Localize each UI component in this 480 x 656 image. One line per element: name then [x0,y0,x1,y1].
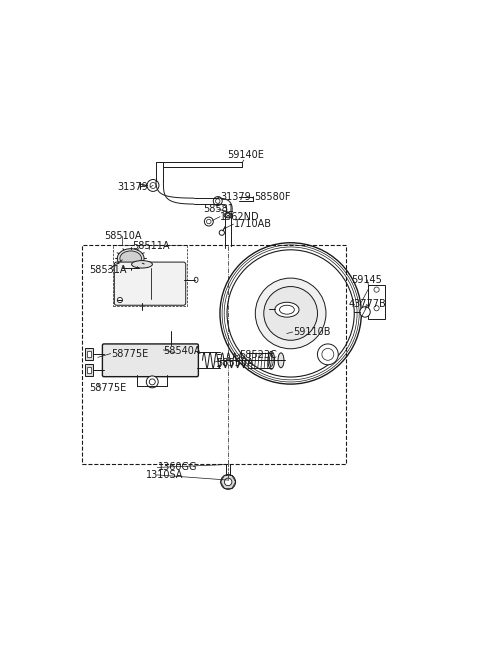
Text: 1362ND: 1362ND [220,212,260,222]
Text: 43777B: 43777B [348,300,386,310]
Text: 59140E: 59140E [228,150,264,160]
Circle shape [360,307,370,317]
Bar [368,285,385,319]
Text: 31379: 31379 [118,182,148,192]
Text: 58531A: 58531A [89,264,127,274]
Text: 1360GG: 1360GG [158,462,198,472]
Text: 58580F: 58580F [254,192,291,201]
Circle shape [264,287,317,340]
Circle shape [317,344,338,365]
Ellipse shape [117,249,144,268]
Text: 1310SA: 1310SA [145,470,183,480]
Text: 58550A: 58550A [216,358,254,367]
Text: 1710AB: 1710AB [234,219,272,229]
Ellipse shape [278,353,284,368]
Bar [84,348,94,359]
Circle shape [146,376,158,388]
Ellipse shape [269,354,273,366]
Ellipse shape [224,213,232,218]
Text: 58775E: 58775E [89,383,126,393]
Text: 59110B: 59110B [293,327,330,337]
Bar [83,245,347,464]
Circle shape [225,478,232,485]
Circle shape [255,278,326,349]
Bar [87,367,91,373]
Ellipse shape [275,302,299,317]
Text: 58510A: 58510A [105,231,142,241]
Ellipse shape [120,251,142,266]
Text: 58775E: 58775E [111,348,149,359]
Text: 31379: 31379 [220,192,251,201]
Bar [87,351,91,357]
Circle shape [221,474,236,489]
FancyBboxPatch shape [114,262,186,305]
Bar [113,245,187,306]
Bar [84,364,94,376]
Ellipse shape [268,352,275,369]
Text: 59145: 59145 [351,275,382,285]
Text: 58511A: 58511A [132,241,170,251]
Ellipse shape [132,260,153,268]
Text: 58523C: 58523C [240,350,277,360]
FancyBboxPatch shape [102,344,198,377]
Text: 58540A: 58540A [163,346,201,356]
Text: 58581: 58581 [204,204,234,215]
